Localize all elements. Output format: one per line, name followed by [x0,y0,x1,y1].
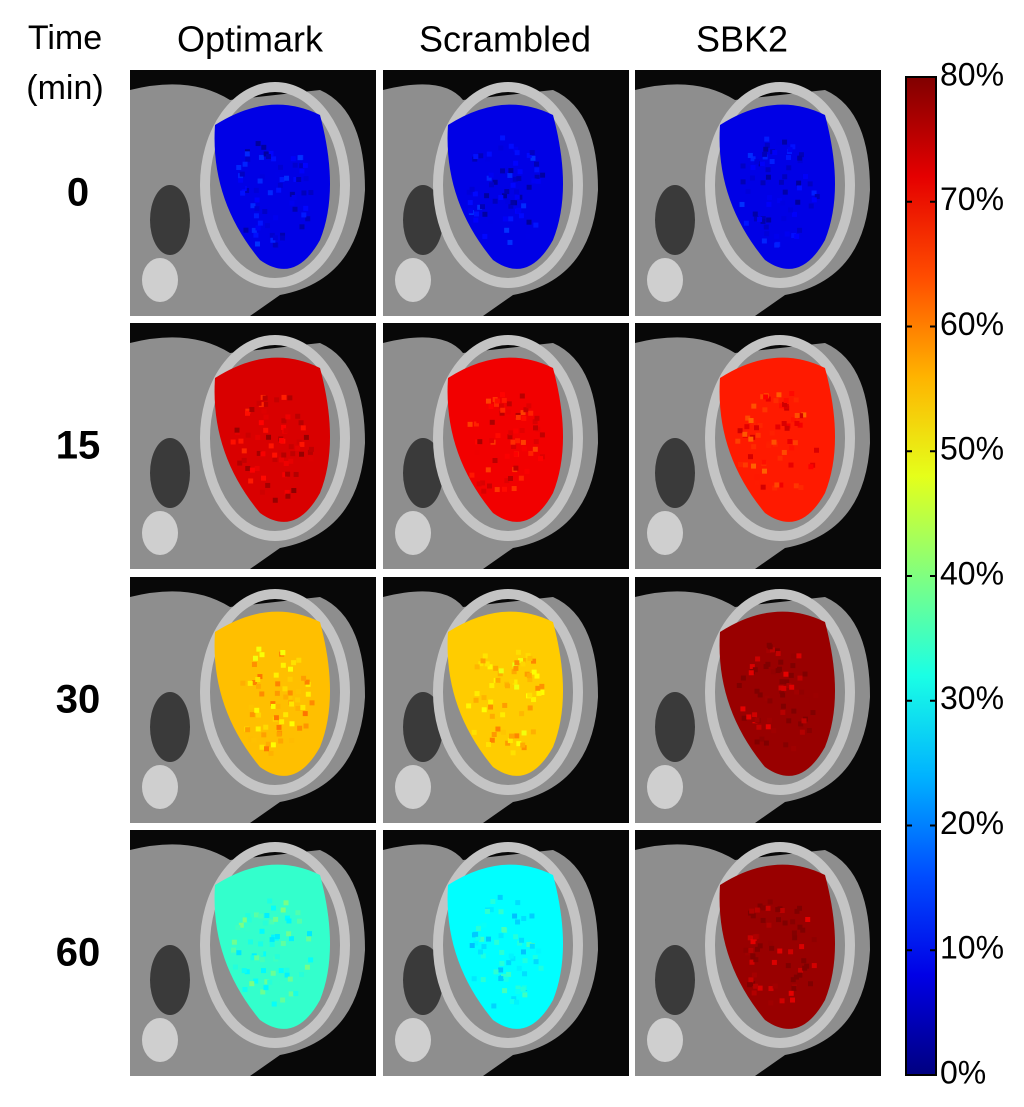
mri-panel [383,830,629,1076]
colorbar-tick-label: 10% [940,930,1004,966]
uptake-map [214,611,330,776]
uptake-map [719,357,835,522]
colorbar-tick-label: 50% [940,431,1004,467]
mri-panel [383,323,629,569]
column-header: Optimark [177,19,324,60]
column-header: SBK2 [696,19,788,60]
mri-panel [635,70,881,316]
mri-panel [130,830,376,1076]
row-label: 60 [56,931,101,975]
uptake-map [719,104,835,269]
uptake-map [447,357,563,522]
colorbar-tick-label: 0% [940,1054,986,1090]
mri-panel [130,70,376,316]
mri-panel [383,70,629,316]
uptake-map [719,864,835,1029]
colorbar-tick-label: 30% [940,680,1004,716]
time-label: Time [28,19,102,57]
mri-panel [130,323,376,569]
row-label: 0 [67,171,89,215]
mri-panel [635,830,881,1076]
colorbar-tick-label: 20% [940,805,1004,841]
mri-panel [635,577,881,823]
row-label: 15 [56,424,101,468]
mri-panel [383,577,629,823]
colorbar-tick-label: 80% [940,56,1004,92]
uptake-map [719,611,835,776]
column-header: Scrambled [419,19,591,60]
mri-panel [130,577,376,823]
uptake-map [447,104,563,269]
uptake-map [447,864,563,1029]
time-unit: (min) [26,69,103,107]
mri-panel [635,323,881,569]
colorbar-tick-label: 40% [940,555,1004,591]
row-label: 30 [56,678,101,722]
colorbar-tick-label: 70% [940,181,1004,217]
uptake-map [214,357,330,522]
colorbar-tick-label: 60% [940,306,1004,342]
